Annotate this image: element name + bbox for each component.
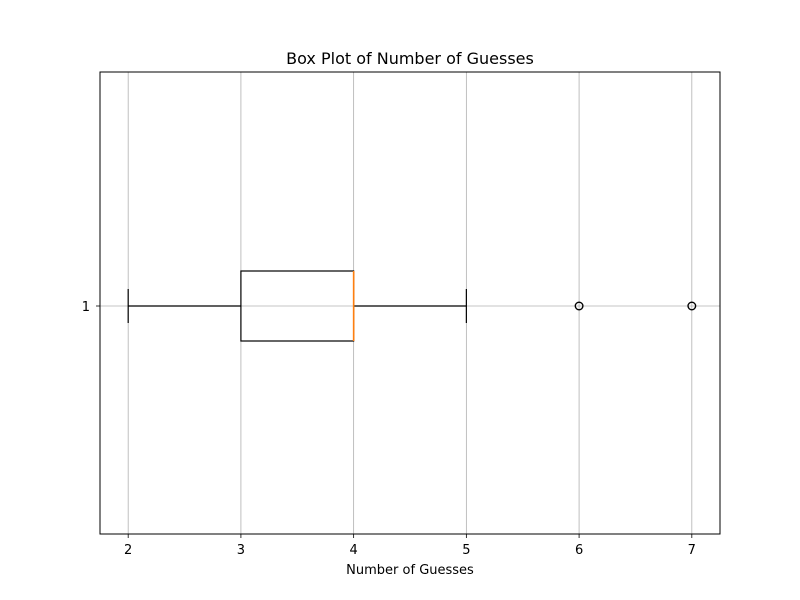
axes-frame	[99, 71, 721, 535]
x-tick-label: 3	[237, 543, 245, 558]
y-tick-label: 1	[82, 300, 90, 315]
x-tick-label: 2	[124, 543, 132, 558]
box-series	[127, 270, 697, 342]
outlier-point	[687, 301, 697, 311]
x-axis-label: Number of Guesses	[346, 563, 474, 578]
x-tick-label: 6	[575, 543, 583, 558]
x-tick-label: 4	[349, 543, 357, 558]
tick-marks: 2 3 4 5 6 7 1	[82, 300, 696, 558]
x-tick-label: 5	[462, 543, 470, 558]
outlier-point	[574, 301, 584, 311]
x-tick-label: 7	[688, 543, 696, 558]
chart-title: Box Plot of Number of Guesses	[286, 49, 534, 68]
box-group	[127, 270, 697, 342]
